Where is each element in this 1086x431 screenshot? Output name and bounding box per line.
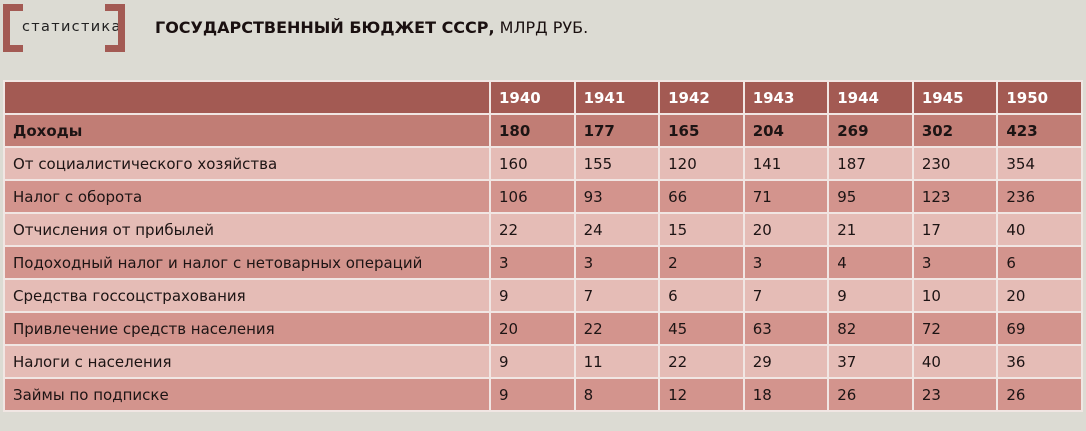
page-title: ГОСУДАРСТВЕННЫЙ БЮДЖЕТ СССР, МЛРД РУБ.	[155, 18, 588, 37]
row-label: От социалистического хозяйства	[3, 146, 491, 181]
row-label: Займы по подписке	[3, 377, 491, 412]
row-label: Средства госсоцстрахования	[3, 278, 491, 313]
value-cell: 20	[742, 212, 830, 247]
value-cell: 26	[827, 377, 914, 412]
value-cell: 180	[489, 113, 576, 148]
header-label-cell	[3, 80, 491, 115]
row-label: Налог с оборота	[3, 179, 491, 214]
table-row: Налог с оборота 106 93 66 71 95 123 236	[3, 179, 1083, 214]
table-row: Отчисления от прибылей 22 24 15 20 21 17 40	[3, 212, 1083, 247]
title-units: МЛРД РУБ.	[494, 18, 589, 37]
value-cell: 187	[827, 146, 914, 181]
table-row: Займы по подписке 9 8 12 18 26 23 26	[3, 377, 1083, 412]
value-cell: 141	[742, 146, 830, 181]
table-row: Средства госсоцстрахования 9 7 6 7 9 10 20	[3, 278, 1083, 313]
value-cell: 269	[827, 113, 914, 148]
title-main: ГОСУДАРСТВЕННЫЙ БЮДЖЕТ СССР,	[155, 18, 495, 37]
value-cell: 3	[489, 245, 576, 280]
value-cell: 106	[489, 179, 576, 214]
value-cell: 2	[658, 245, 745, 280]
row-label: Подоходный налог и налог с нетоварных оп…	[3, 245, 491, 280]
value-cell: 66	[658, 179, 745, 214]
value-cell: 12	[658, 377, 745, 412]
value-cell: 37	[827, 344, 914, 379]
table-row: Налоги с населения 9 11 22 29 37 40 36	[3, 344, 1083, 379]
value-cell: 20	[489, 311, 576, 346]
value-cell: 82	[827, 311, 914, 346]
right-bracket-icon	[105, 4, 125, 52]
value-cell: 9	[489, 377, 576, 412]
value-cell: 24	[573, 212, 661, 247]
table-row: Подоходный налог и налог с нетоварных оп…	[3, 245, 1083, 280]
value-cell: 45	[658, 311, 745, 346]
value-cell: 3	[911, 245, 999, 280]
table-header-row: 1940 1941 1942 1943 1944 1945 1950	[3, 80, 1083, 115]
column-header-1950: 1950	[996, 80, 1083, 115]
budget-table: 1940 1941 1942 1943 1944 1945 1950 Доходы 180 17…	[3, 80, 1083, 412]
value-cell: 7	[573, 278, 661, 313]
value-cell: 165	[658, 113, 745, 148]
value-cell: 6	[658, 278, 745, 313]
table-row: Доходы 180 177 165 204 269 302 423	[3, 113, 1083, 148]
value-cell: 23	[911, 377, 999, 412]
value-cell: 22	[658, 344, 745, 379]
value-cell: 9	[489, 344, 576, 379]
value-cell: 22	[573, 311, 661, 346]
value-cell: 155	[573, 146, 661, 181]
value-cell: 204	[742, 113, 830, 148]
value-cell: 18	[742, 377, 830, 412]
value-cell: 123	[911, 179, 999, 214]
column-header-1942: 1942	[658, 80, 745, 115]
column-header-1943: 1943	[742, 80, 830, 115]
value-cell: 22	[489, 212, 576, 247]
value-cell: 63	[742, 311, 830, 346]
value-cell: 11	[573, 344, 661, 379]
value-cell: 354	[996, 146, 1083, 181]
value-cell: 26	[996, 377, 1083, 412]
column-header-1941: 1941	[573, 80, 661, 115]
value-cell: 95	[827, 179, 914, 214]
value-cell: 9	[827, 278, 914, 313]
value-cell: 302	[911, 113, 999, 148]
section-label: статистика	[22, 19, 122, 35]
value-cell: 9	[489, 278, 576, 313]
value-cell: 8	[573, 377, 661, 412]
value-cell: 230	[911, 146, 999, 181]
value-cell: 3	[573, 245, 661, 280]
row-label: Отчисления от прибылей	[3, 212, 491, 247]
value-cell: 40	[911, 344, 999, 379]
value-cell: 10	[911, 278, 999, 313]
section-logo: статистика	[3, 4, 125, 52]
row-label: Доходы	[3, 113, 491, 148]
value-cell: 236	[996, 179, 1083, 214]
value-cell: 69	[996, 311, 1083, 346]
value-cell: 29	[742, 344, 830, 379]
value-cell: 3	[742, 245, 830, 280]
value-cell: 160	[489, 146, 576, 181]
value-cell: 72	[911, 311, 999, 346]
left-bracket-icon	[3, 4, 23, 52]
value-cell: 71	[742, 179, 830, 214]
value-cell: 15	[658, 212, 745, 247]
table-row: Привлечение средств населения 20 22 45 63 82 7…	[3, 311, 1083, 346]
value-cell: 120	[658, 146, 745, 181]
value-cell: 93	[573, 179, 661, 214]
column-header-1944: 1944	[827, 80, 914, 115]
value-cell: 4	[827, 245, 914, 280]
value-cell: 20	[996, 278, 1083, 313]
value-cell: 423	[996, 113, 1083, 148]
value-cell: 40	[996, 212, 1083, 247]
row-label: Налоги с населения	[3, 344, 491, 379]
value-cell: 21	[827, 212, 914, 247]
value-cell: 36	[996, 344, 1083, 379]
value-cell: 6	[996, 245, 1083, 280]
row-label: Привлечение средств населения	[3, 311, 491, 346]
value-cell: 177	[573, 113, 661, 148]
table-row: От социалистического хозяйства 160 155 120 1…	[3, 146, 1083, 181]
value-cell: 17	[911, 212, 999, 247]
value-cell: 7	[742, 278, 830, 313]
column-header-1940: 1940	[489, 80, 576, 115]
column-header-1945: 1945	[911, 80, 999, 115]
